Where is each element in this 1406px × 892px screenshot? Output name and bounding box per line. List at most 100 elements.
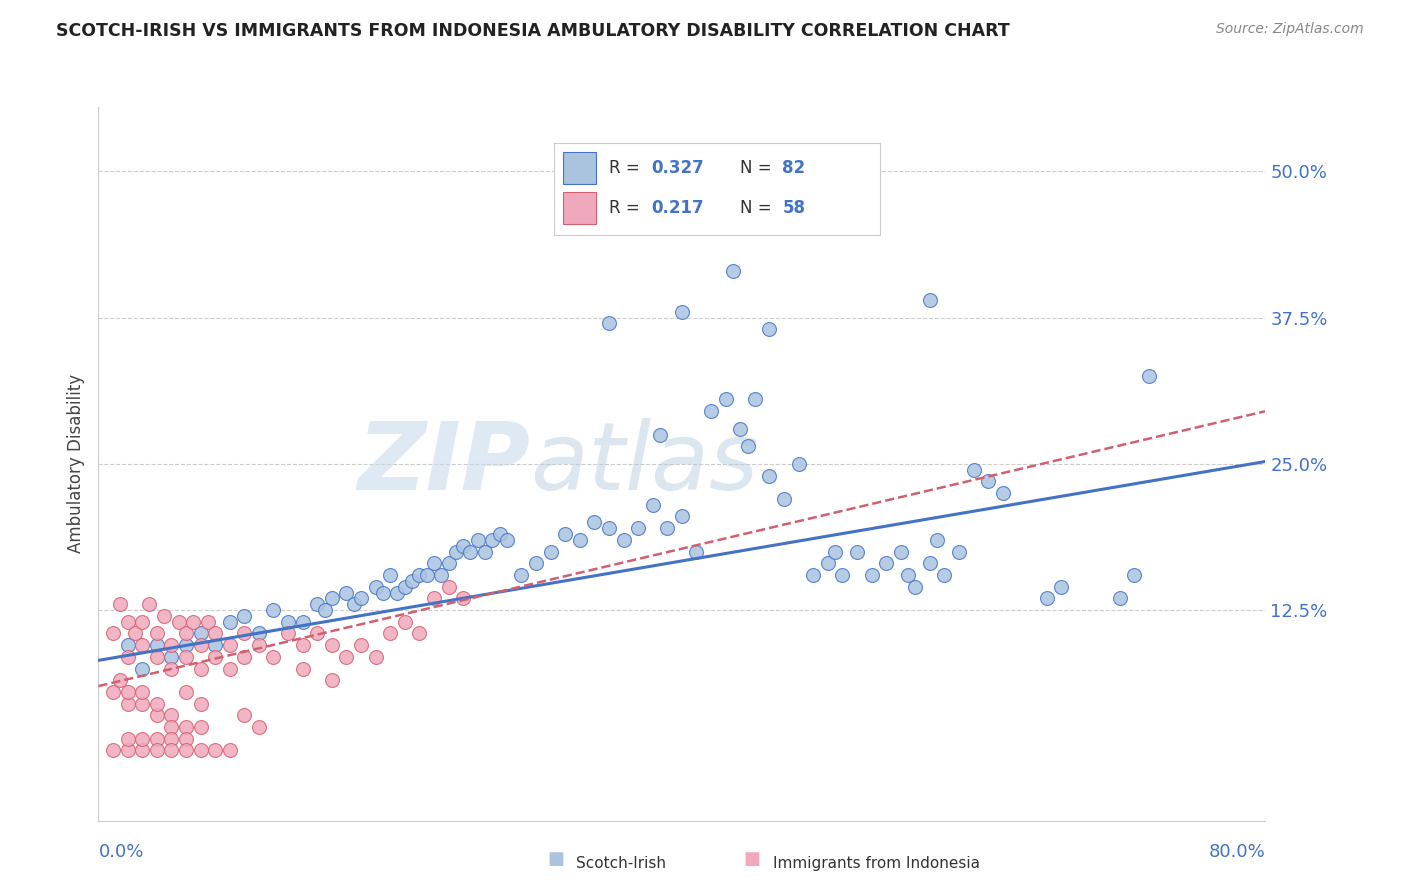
Point bbox=[495, 533, 517, 547]
Point bbox=[117, 697, 139, 711]
Text: SCOTCH-IRISH VS IMMIGRANTS FROM INDONESIA AMBULATORY DISABILITY CORRELATION CHAR: SCOTCH-IRISH VS IMMIGRANTS FROM INDONESI… bbox=[56, 22, 1010, 40]
Text: R =: R = bbox=[609, 160, 645, 178]
Point bbox=[641, 498, 664, 512]
Point bbox=[612, 533, 634, 547]
Text: N =: N = bbox=[740, 199, 776, 217]
Point bbox=[174, 685, 197, 699]
Point bbox=[307, 626, 329, 640]
Point bbox=[700, 404, 723, 418]
Point bbox=[598, 521, 620, 535]
Text: 82: 82 bbox=[782, 160, 806, 178]
Point bbox=[962, 463, 984, 477]
Point bbox=[101, 743, 124, 757]
Point bbox=[138, 597, 160, 611]
Point bbox=[321, 638, 343, 652]
Point bbox=[918, 556, 941, 570]
Text: 0.217: 0.217 bbox=[651, 199, 704, 217]
Text: ZIP: ZIP bbox=[357, 417, 530, 510]
Point bbox=[394, 580, 416, 594]
Point bbox=[247, 638, 270, 652]
Point bbox=[160, 743, 183, 757]
Point bbox=[131, 731, 153, 746]
Point bbox=[174, 743, 197, 757]
Point bbox=[648, 427, 671, 442]
Text: ■: ■ bbox=[744, 850, 761, 868]
Point bbox=[110, 597, 132, 611]
Point bbox=[204, 649, 226, 664]
Point bbox=[773, 491, 796, 506]
Point bbox=[890, 544, 912, 558]
Point bbox=[758, 322, 780, 336]
Point bbox=[927, 533, 949, 547]
Bar bbox=[564, 192, 596, 225]
Point bbox=[190, 720, 212, 734]
Point bbox=[131, 685, 153, 699]
Point bbox=[598, 317, 620, 331]
Point bbox=[918, 293, 941, 307]
Text: 58: 58 bbox=[782, 199, 806, 217]
Point bbox=[233, 649, 256, 664]
Point bbox=[291, 638, 314, 652]
Point bbox=[174, 638, 197, 652]
Point bbox=[277, 626, 299, 640]
Point bbox=[474, 544, 496, 558]
Point bbox=[321, 591, 343, 606]
Point bbox=[197, 615, 219, 629]
Point bbox=[685, 544, 707, 558]
Point bbox=[335, 649, 357, 664]
Point bbox=[174, 626, 197, 640]
Point bbox=[204, 626, 226, 640]
Point bbox=[291, 662, 314, 676]
Point bbox=[1137, 369, 1160, 384]
Point bbox=[540, 544, 562, 558]
Point bbox=[146, 743, 169, 757]
Point bbox=[408, 568, 430, 582]
Point bbox=[262, 603, 284, 617]
Point bbox=[897, 568, 920, 582]
Point bbox=[321, 673, 343, 688]
Point bbox=[233, 626, 256, 640]
Point bbox=[350, 591, 373, 606]
Point bbox=[737, 439, 759, 453]
Point bbox=[758, 468, 780, 483]
Point bbox=[160, 662, 183, 676]
Point bbox=[875, 556, 897, 570]
Point bbox=[817, 176, 839, 190]
Point bbox=[117, 743, 139, 757]
Point bbox=[146, 626, 169, 640]
Point bbox=[1108, 591, 1130, 606]
Point bbox=[991, 486, 1014, 500]
Point bbox=[117, 685, 139, 699]
Point bbox=[233, 708, 256, 723]
Point bbox=[904, 580, 927, 594]
Point bbox=[627, 521, 650, 535]
Point bbox=[262, 649, 284, 664]
Point bbox=[488, 527, 510, 541]
Point bbox=[364, 649, 387, 664]
Text: atlas: atlas bbox=[530, 418, 758, 509]
Point bbox=[131, 638, 153, 652]
Point bbox=[190, 638, 212, 652]
Point bbox=[583, 516, 606, 530]
Point bbox=[117, 731, 139, 746]
Point bbox=[110, 673, 132, 688]
Point bbox=[291, 615, 314, 629]
Point bbox=[554, 527, 576, 541]
Point bbox=[1050, 580, 1073, 594]
Point bbox=[934, 568, 956, 582]
Text: 0.0%: 0.0% bbox=[98, 843, 143, 861]
Point bbox=[218, 638, 240, 652]
Text: 0.327: 0.327 bbox=[651, 160, 704, 178]
Point bbox=[860, 568, 883, 582]
Point bbox=[387, 585, 409, 599]
Point bbox=[394, 615, 416, 629]
Point bbox=[817, 556, 839, 570]
Point bbox=[824, 544, 846, 558]
Point bbox=[233, 608, 256, 623]
Point bbox=[524, 556, 547, 570]
Point bbox=[467, 533, 489, 547]
Point bbox=[218, 615, 240, 629]
Point bbox=[721, 264, 744, 278]
Point bbox=[437, 556, 460, 570]
Point bbox=[146, 708, 169, 723]
